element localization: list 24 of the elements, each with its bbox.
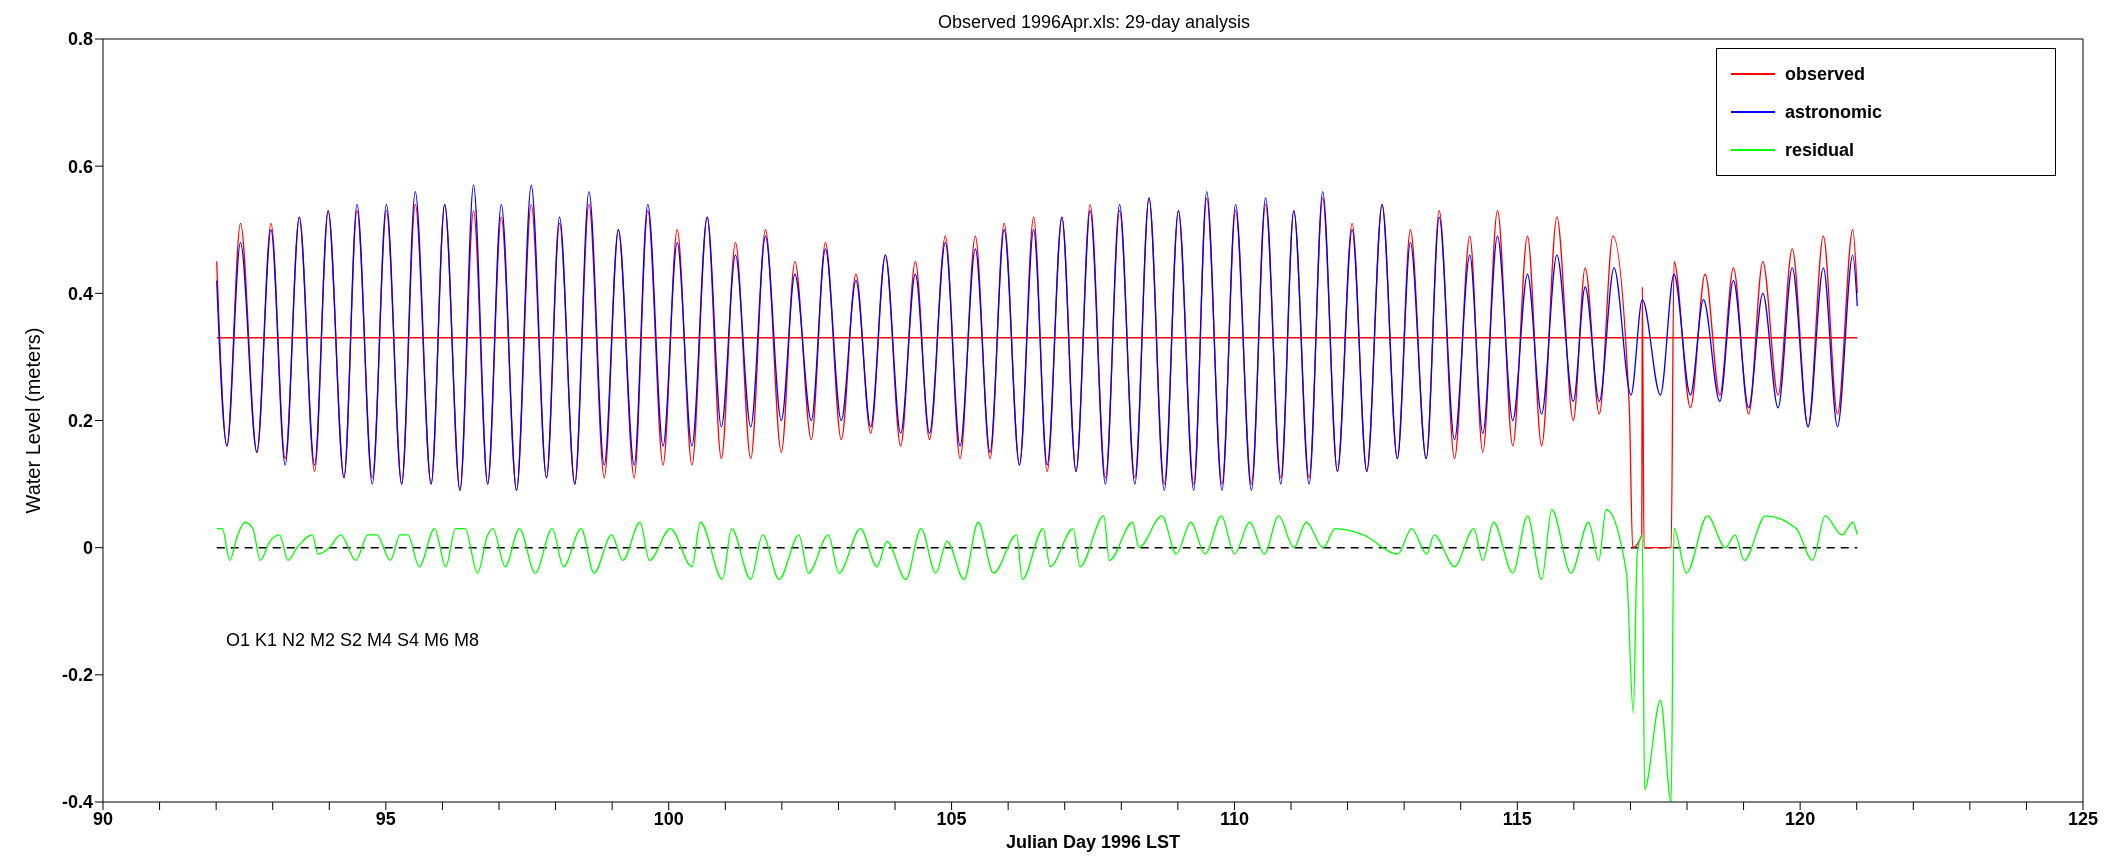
x-tick-label: 125 (2067, 808, 2099, 829)
x-tick-label: 120 (1785, 808, 1816, 829)
y-tick-label: 0 (82, 538, 93, 559)
y-tick-label: 0.4 (67, 283, 93, 304)
y-tick-label: 0.2 (67, 410, 93, 431)
y-tick-label: -0.2 (61, 665, 93, 686)
x-axis-title: Julian Day 1996 LST (1005, 832, 1181, 852)
x-tick-label: 105 (936, 808, 967, 829)
x-tick-label: 90 (92, 808, 114, 829)
y-tick-label: 0.8 (67, 29, 93, 50)
line-series (216, 508, 1858, 802)
y-axis-title: Water Level (meters) (22, 327, 45, 514)
x-tick-label: 100 (653, 808, 684, 829)
x-tick-label: 95 (375, 808, 396, 829)
legend-label: observed (1785, 63, 1866, 85)
x-tick-label: 115 (1502, 808, 1532, 829)
x-tick-label: 110 (1219, 808, 1249, 829)
chart-title: Observed 1996Apr.xls: 29-day analysis (936, 12, 1252, 33)
line-series (216, 184, 1858, 492)
annotation: O1 K1 N2 M2 S2 M4 S4 M6 M8 (226, 630, 480, 651)
legend-label: astronomic (1785, 101, 1883, 123)
y-tick-label: 0.6 (67, 156, 93, 177)
y-tick-label: -0.4 (61, 792, 93, 813)
legend-label: residual (1785, 139, 1855, 161)
